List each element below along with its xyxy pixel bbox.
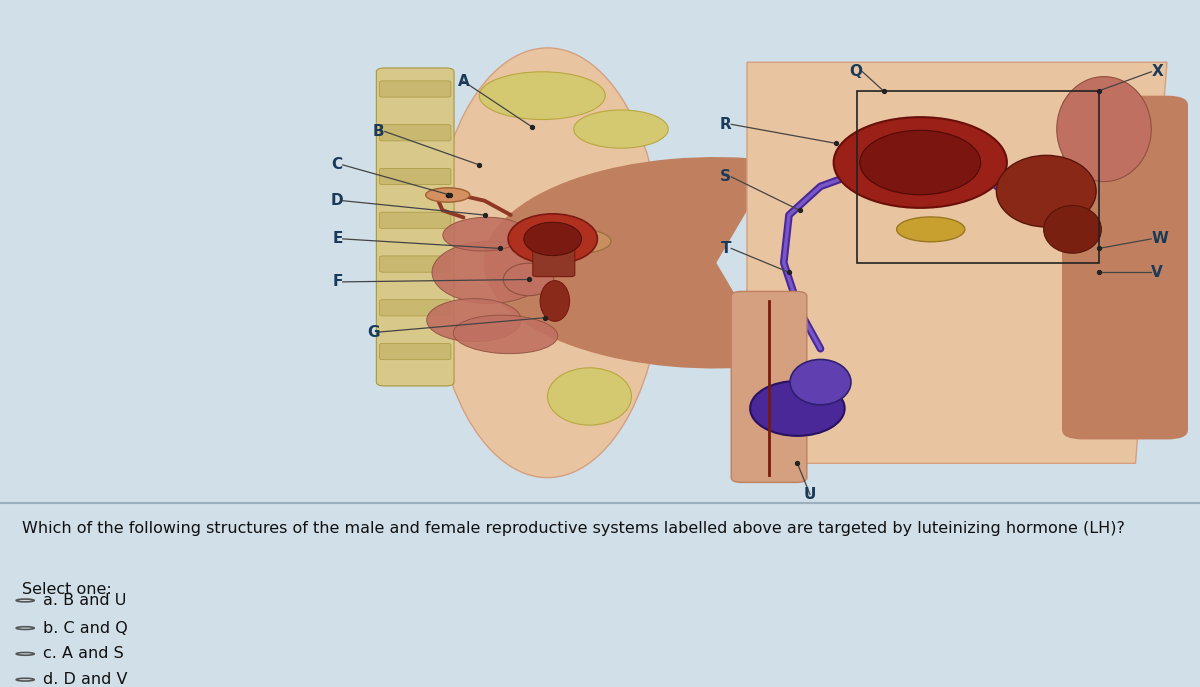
Ellipse shape xyxy=(574,110,668,148)
Text: D: D xyxy=(330,193,343,208)
Text: U: U xyxy=(804,487,816,502)
Ellipse shape xyxy=(834,117,1007,208)
FancyBboxPatch shape xyxy=(379,300,451,316)
Text: A: A xyxy=(457,74,469,89)
Ellipse shape xyxy=(504,263,554,295)
FancyBboxPatch shape xyxy=(533,247,575,277)
Text: F: F xyxy=(332,274,343,289)
Ellipse shape xyxy=(790,359,851,405)
Ellipse shape xyxy=(1057,76,1151,181)
Ellipse shape xyxy=(896,217,965,242)
Text: G: G xyxy=(367,324,379,339)
Ellipse shape xyxy=(1044,205,1102,254)
Text: E: E xyxy=(332,232,343,247)
Text: Q: Q xyxy=(850,65,863,79)
Ellipse shape xyxy=(432,241,547,304)
Ellipse shape xyxy=(432,48,662,477)
Text: V: V xyxy=(1151,264,1163,280)
Text: Select one:: Select one: xyxy=(22,582,112,597)
Ellipse shape xyxy=(426,188,470,202)
Ellipse shape xyxy=(454,315,558,354)
Text: S: S xyxy=(720,169,731,184)
Text: X: X xyxy=(1151,65,1163,79)
FancyBboxPatch shape xyxy=(379,81,451,97)
FancyBboxPatch shape xyxy=(377,68,454,386)
Text: B: B xyxy=(373,124,385,139)
FancyBboxPatch shape xyxy=(379,344,451,360)
FancyBboxPatch shape xyxy=(379,124,451,141)
FancyBboxPatch shape xyxy=(379,256,451,272)
Text: W: W xyxy=(1151,232,1168,247)
Text: T: T xyxy=(721,241,731,256)
Text: C: C xyxy=(331,157,343,172)
Ellipse shape xyxy=(540,281,570,322)
Ellipse shape xyxy=(547,368,631,425)
Ellipse shape xyxy=(443,217,526,251)
FancyBboxPatch shape xyxy=(379,212,451,228)
Text: d. D and V: d. D and V xyxy=(43,672,127,687)
Ellipse shape xyxy=(750,381,845,436)
Bar xyxy=(857,91,1099,263)
Text: a. B and U: a. B and U xyxy=(43,593,126,608)
Wedge shape xyxy=(485,158,775,368)
Ellipse shape xyxy=(479,72,605,120)
Ellipse shape xyxy=(524,222,582,256)
Text: b. C and Q: b. C and Q xyxy=(43,620,128,635)
FancyBboxPatch shape xyxy=(379,168,451,185)
Ellipse shape xyxy=(542,229,611,254)
Polygon shape xyxy=(746,63,1166,463)
Ellipse shape xyxy=(996,155,1096,227)
FancyBboxPatch shape xyxy=(1062,95,1188,440)
FancyBboxPatch shape xyxy=(731,291,806,482)
Text: Which of the following structures of the male and female reproductive systems la: Which of the following structures of the… xyxy=(22,521,1124,537)
Text: R: R xyxy=(720,117,731,132)
Text: c. A and S: c. A and S xyxy=(43,646,124,662)
Ellipse shape xyxy=(508,214,598,264)
Ellipse shape xyxy=(427,299,521,341)
Ellipse shape xyxy=(860,131,980,194)
